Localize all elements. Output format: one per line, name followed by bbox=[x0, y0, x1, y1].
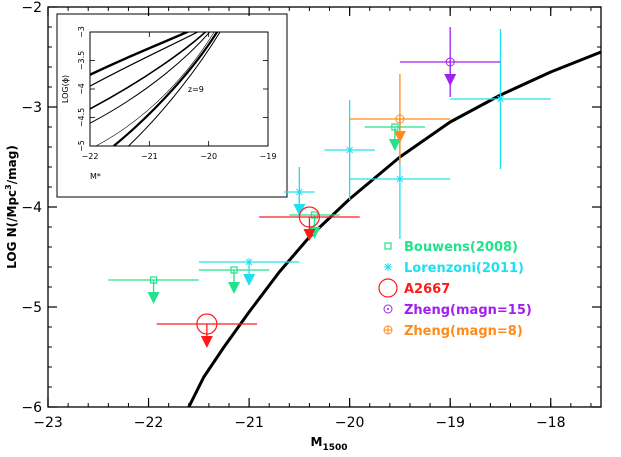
x-tick-label: −19 bbox=[435, 415, 465, 431]
x-tick-label: −22 bbox=[134, 415, 164, 431]
inset-y-tick-label: −3 bbox=[77, 26, 86, 38]
main-plot: −23 −22 −21 −20 −19 −18 −6 −5 −4 −3 −2 M1500 LOG N(/… bbox=[4, 0, 602, 453]
legend-label: Bouwens(2008) bbox=[404, 240, 518, 255]
series-bouwens-2008- bbox=[108, 123, 426, 304]
inset-contour bbox=[95, 32, 215, 146]
inset-y-tick-label: −4.5 bbox=[77, 108, 86, 127]
legend-marker bbox=[378, 278, 398, 298]
legend-label: Zheng(magn=8) bbox=[404, 324, 523, 339]
series-a2667 bbox=[156, 206, 360, 348]
star-stroke bbox=[396, 175, 404, 183]
legend-marker bbox=[383, 304, 393, 314]
series-zheng-magn-8- bbox=[349, 74, 451, 164]
arrow-head bbox=[444, 74, 457, 86]
data-point bbox=[349, 74, 451, 164]
data-point bbox=[364, 123, 426, 151]
arrow-head bbox=[200, 336, 213, 348]
circle-marker bbox=[383, 304, 393, 314]
inset-contour bbox=[90, 32, 211, 124]
data-point bbox=[259, 206, 360, 241]
point-marker bbox=[395, 175, 404, 183]
y-tick-label: −4 bbox=[21, 200, 42, 216]
inset-contour bbox=[90, 32, 191, 76]
upper-limit-arrow bbox=[388, 127, 401, 151]
legend-marker bbox=[384, 242, 392, 250]
inset-contour bbox=[128, 32, 221, 146]
inset-x-tick-label: −21 bbox=[141, 152, 158, 161]
legend-entry: Zheng(magn=8) bbox=[383, 324, 523, 339]
arrow-head bbox=[147, 292, 160, 304]
upper-limit-arrow bbox=[147, 280, 160, 304]
legend-marker bbox=[384, 263, 392, 271]
model-curve bbox=[187, 50, 601, 407]
legend-entry: Zheng(magn=15) bbox=[383, 303, 532, 318]
y-axis-title: LOG N(/Mpc3/mag) bbox=[4, 145, 19, 269]
arrow-head bbox=[228, 282, 241, 294]
inset-y-axis-title: LOG(ϕ) bbox=[61, 75, 70, 103]
data-point bbox=[198, 258, 300, 286]
inset-x-tick-label: −20 bbox=[200, 152, 217, 161]
legend-marker bbox=[383, 325, 393, 335]
data-point bbox=[399, 27, 501, 97]
star-stroke bbox=[497, 95, 504, 103]
data-point bbox=[108, 276, 199, 304]
upper-limit-arrow bbox=[293, 192, 306, 216]
data-point bbox=[324, 100, 375, 200]
star-stroke bbox=[346, 146, 353, 154]
x-axis-title: M1500 bbox=[311, 435, 348, 453]
data-point bbox=[284, 167, 315, 217]
inset-x-tick-label: −19 bbox=[260, 152, 277, 161]
arrow-head bbox=[293, 204, 306, 216]
legend-entry: A2667 bbox=[378, 278, 450, 298]
inset-y-tick-label: −3.5 bbox=[77, 51, 86, 70]
upper-limit-arrow bbox=[243, 262, 256, 286]
inset-y-tick-label: −5 bbox=[77, 140, 86, 152]
star-stroke bbox=[384, 263, 392, 271]
legend-label: A2667 bbox=[404, 282, 450, 297]
circle-dot bbox=[387, 308, 389, 310]
upper-limit-arrow bbox=[444, 62, 457, 86]
y-tick-label: −3 bbox=[21, 100, 42, 116]
inset-x-tick-label: −22 bbox=[82, 152, 99, 161]
inset-y-tick-label: −4 bbox=[77, 83, 86, 95]
point-marker bbox=[345, 146, 354, 154]
inset-contour bbox=[90, 32, 207, 110]
x-tick-label: −23 bbox=[33, 415, 63, 431]
inset-contour bbox=[113, 32, 219, 146]
legend-label: Lorenzoni(2011) bbox=[404, 261, 524, 276]
data-point bbox=[198, 266, 270, 294]
x-tick-label: −21 bbox=[234, 415, 264, 431]
arrow-head bbox=[303, 229, 316, 241]
arrow-head bbox=[393, 131, 406, 143]
inset-panel: −22 −21 −20 −19 −5 −4.5 −4 −3.5 −3 M* LOG(ϕ) z=9 bbox=[56, 13, 288, 198]
square-marker bbox=[384, 242, 392, 250]
series-zheng-magn-15- bbox=[399, 27, 501, 97]
legend-entry: Bouwens(2008) bbox=[384, 240, 518, 255]
y-tick-label: −6 bbox=[21, 400, 42, 416]
point-marker bbox=[496, 95, 505, 103]
legend: Bouwens(2008) Lorenzoni(2011) A2667 Zheng(m… bbox=[378, 240, 532, 339]
upper-limit-arrow bbox=[200, 324, 213, 348]
x-tick-label: −20 bbox=[335, 415, 365, 431]
y-tick-label: −5 bbox=[21, 300, 42, 316]
legend-entry: Lorenzoni(2011) bbox=[384, 261, 524, 276]
inset-contour bbox=[90, 32, 199, 87]
x-tick-label: −18 bbox=[536, 415, 566, 431]
y-tick-label: −2 bbox=[21, 0, 42, 16]
upper-limit-arrow bbox=[303, 217, 316, 241]
arrow-head bbox=[243, 274, 256, 286]
inset-background bbox=[56, 13, 288, 198]
legend-label: Zheng(magn=15) bbox=[404, 303, 532, 318]
data-point bbox=[450, 29, 551, 169]
series-lorenzoni-2011- bbox=[198, 29, 551, 286]
arrow-head bbox=[388, 139, 401, 151]
data-point bbox=[156, 313, 258, 348]
upper-limit-arrow bbox=[393, 119, 406, 143]
inset-annotation: z=9 bbox=[188, 85, 204, 94]
upper-limit-arrow bbox=[228, 270, 241, 294]
inset-x-axis-title: M* bbox=[90, 172, 101, 181]
